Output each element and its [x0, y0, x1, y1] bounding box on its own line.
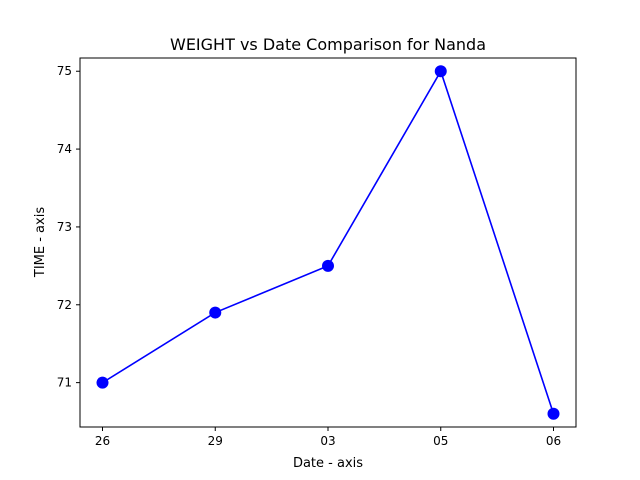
y-tick-label: 71: [57, 376, 72, 390]
data-point: [434, 65, 447, 78]
y-tick-label: 73: [57, 220, 72, 234]
x-axis: 26 29 03 05 06: [95, 427, 561, 448]
data-point: [209, 306, 222, 319]
y-tick-label: 75: [57, 64, 72, 78]
data-point: [322, 259, 334, 272]
plot-area: [96, 65, 560, 420]
chart-title: WEIGHT vs Date Comparison for Nanda: [170, 35, 486, 54]
data-point: [547, 407, 560, 420]
y-axis-label: TIME - axis: [33, 207, 48, 278]
x-axis-label: Date - axis: [293, 456, 363, 471]
x-tick-label: 03: [320, 434, 335, 448]
y-tick-label: 72: [57, 298, 72, 312]
x-tick-label: 29: [208, 434, 223, 448]
x-tick-label: 06: [546, 434, 561, 448]
y-axis: 71 72 73 74 75: [57, 64, 80, 390]
y-tick-label: 74: [57, 142, 72, 156]
x-tick-label: 05: [433, 434, 448, 448]
x-tick-label: 26: [95, 434, 110, 448]
data-point: [96, 376, 109, 389]
